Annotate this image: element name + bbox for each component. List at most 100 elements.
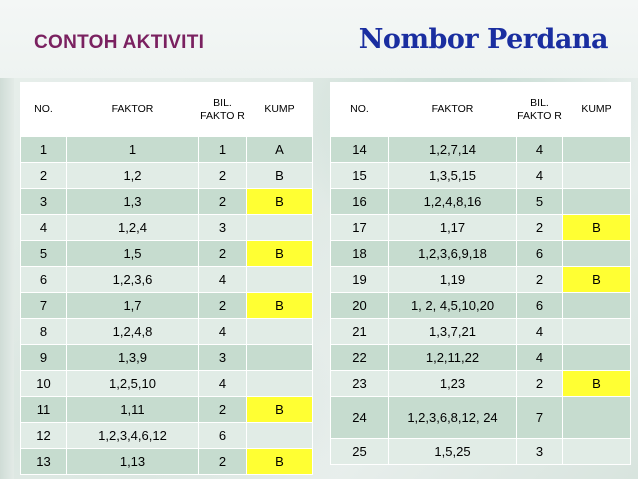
cell-kump	[246, 422, 313, 449]
cell-faktor: 1,2,3,6	[66, 266, 199, 293]
table-row: 24 1,2,3,6,8,12, 24 7	[330, 396, 631, 439]
cell-faktor: 1,2,3,6,8,12, 24	[388, 396, 517, 439]
cell-kump	[562, 396, 631, 439]
cell-faktor: 1,3,5,15	[388, 162, 517, 189]
table-row: 23 1,23 2 B	[330, 370, 631, 397]
cell-kump: B	[246, 162, 313, 189]
table-row: 12 1,2,3,4,6,12 6	[20, 422, 313, 449]
cell-bil: 4	[516, 162, 563, 189]
cell-no: 9	[20, 344, 67, 371]
cell-bil: 3	[198, 214, 247, 241]
cell-no: 11	[20, 396, 67, 423]
cell-bil: 4	[198, 370, 247, 397]
cell-no: 22	[330, 344, 389, 371]
cell-bil: 2	[516, 266, 563, 293]
decorative-band	[0, 78, 14, 479]
table-header-row: NO. FAKTOR BIL. FAKTO R KUMP	[330, 82, 631, 137]
table-row: 15 1,3,5,15 4	[330, 162, 631, 189]
cell-faktor: 1,13	[66, 448, 199, 475]
cell-kump: B	[246, 292, 313, 319]
cell-kump: B	[246, 396, 313, 423]
header-bil-faktor: BIL. FAKTO R	[516, 82, 563, 137]
cell-kump: A	[246, 136, 313, 163]
cell-bil: 3	[516, 438, 563, 465]
cell-faktor: 1,3,7,21	[388, 318, 517, 345]
cell-faktor: 1,2,3,6,9,18	[388, 240, 517, 267]
table-header-row: NO. FAKTOR BIL. FAKTO R KUMP	[20, 82, 313, 137]
table-row: 5 1,5 2 B	[20, 240, 313, 267]
header-faktor: FAKTOR	[388, 82, 517, 137]
cell-bil: 2	[516, 214, 563, 241]
table-row: 25 1,5,25 3	[330, 438, 631, 465]
cell-faktor: 1,5,25	[388, 438, 517, 465]
cell-bil: 2	[198, 240, 247, 267]
factor-table-right: NO. FAKTOR BIL. FAKTO R KUMP 14 1,2,7,14 4…	[330, 82, 631, 465]
cell-no: 12	[20, 422, 67, 449]
cell-bil: 4	[516, 344, 563, 371]
cell-faktor: 1,2,11,22	[388, 344, 517, 371]
cell-bil: 2	[198, 162, 247, 189]
cell-kump	[562, 136, 631, 163]
cell-no: 2	[20, 162, 67, 189]
cell-no: 14	[330, 136, 389, 163]
cell-no: 20	[330, 292, 389, 319]
cell-no: 8	[20, 318, 67, 345]
cell-no: 17	[330, 214, 389, 241]
cell-bil: 5	[516, 188, 563, 215]
cell-no: 15	[330, 162, 389, 189]
header-faktor: FAKTOR	[66, 82, 199, 137]
cell-bil: 2	[516, 370, 563, 397]
table-row: 3 1,3 2 B	[20, 188, 313, 215]
cell-no: 18	[330, 240, 389, 267]
cell-bil: 6	[198, 422, 247, 449]
cell-no: 19	[330, 266, 389, 293]
cell-no: 5	[20, 240, 67, 267]
cell-kump	[562, 240, 631, 267]
cell-kump	[562, 162, 631, 189]
table-row: 22 1,2,11,22 4	[330, 344, 631, 371]
cell-faktor: 1,2,5,10	[66, 370, 199, 397]
cell-bil: 2	[198, 188, 247, 215]
cell-bil: 2	[198, 448, 247, 475]
cell-bil: 3	[198, 344, 247, 371]
table-row: 6 1,2,3,6 4	[20, 266, 313, 293]
table-row: 20 1, 2, 4,5,10,20 6	[330, 292, 631, 319]
cell-faktor: 1,7	[66, 292, 199, 319]
cell-kump	[246, 344, 313, 371]
cell-faktor: 1,11	[66, 396, 199, 423]
slide-title-right: Nombor Perdana	[358, 24, 609, 55]
header-no: NO.	[20, 82, 67, 137]
cell-faktor: 1,3	[66, 188, 199, 215]
cell-bil: 2	[198, 396, 247, 423]
table-row: 17 1,17 2 B	[330, 214, 631, 241]
slide-title-left: CONTOH AKTIVITI	[34, 32, 205, 53]
cell-no: 3	[20, 188, 67, 215]
cell-no: 23	[330, 370, 389, 397]
cell-faktor: 1,2,4,8	[66, 318, 199, 345]
cell-kump	[562, 292, 631, 319]
cell-kump	[562, 344, 631, 371]
table-row: 10 1,2,5,10 4	[20, 370, 313, 397]
cell-faktor: 1,2	[66, 162, 199, 189]
cell-kump	[246, 214, 313, 241]
cell-faktor: 1	[66, 136, 199, 163]
table-row: 18 1,2,3,6,9,18 6	[330, 240, 631, 267]
cell-faktor: 1,2,7,14	[388, 136, 517, 163]
cell-faktor: 1,23	[388, 370, 517, 397]
cell-faktor: 1,3,9	[66, 344, 199, 371]
factor-table-left: NO. FAKTOR BIL. FAKTO R KUMP 1 1 1 A 2 1,2 2 B 3…	[20, 82, 313, 475]
cell-no: 24	[330, 396, 389, 439]
header-no: NO.	[330, 82, 389, 137]
header-bil-faktor: BIL. FAKTO R	[198, 82, 247, 137]
cell-kump: B	[246, 240, 313, 267]
cell-faktor: 1,5	[66, 240, 199, 267]
cell-no: 6	[20, 266, 67, 293]
cell-faktor: 1,2,3,4,6,12	[66, 422, 199, 449]
cell-kump: B	[562, 370, 631, 397]
table-row: 11 1,11 2 B	[20, 396, 313, 423]
table-row: 21 1,3,7,21 4	[330, 318, 631, 345]
cell-no: 21	[330, 318, 389, 345]
header-bar	[0, 0, 638, 78]
cell-bil: 7	[516, 396, 563, 439]
